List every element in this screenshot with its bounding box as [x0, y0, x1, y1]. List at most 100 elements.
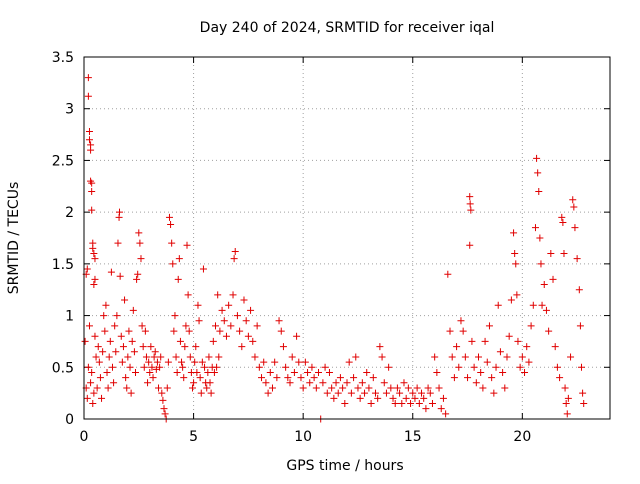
data-point-marker — [376, 343, 384, 351]
data-point-marker — [547, 250, 555, 258]
data-point-marker — [133, 275, 141, 283]
data-point-marker — [356, 394, 364, 402]
data-point-marker — [537, 260, 545, 268]
data-point-marker — [253, 322, 261, 330]
data-point-marker — [91, 255, 99, 263]
data-point-marker — [564, 394, 572, 402]
data-point-marker — [343, 379, 351, 387]
data-point-marker — [196, 374, 204, 382]
data-point-marker — [319, 379, 327, 387]
data-point-marker — [527, 322, 535, 330]
data-point-marker — [507, 296, 515, 304]
data-point-marker — [387, 384, 395, 392]
data-point-marker — [562, 399, 570, 407]
data-point-marker — [142, 353, 150, 361]
data-point-marker — [153, 358, 161, 366]
data-point-marker — [398, 399, 406, 407]
data-point-marker — [197, 389, 205, 397]
data-point-marker — [216, 327, 224, 335]
x-tick-label: 5 — [189, 429, 198, 445]
data-point-marker — [201, 363, 209, 371]
data-point-marker — [173, 368, 181, 376]
data-point-marker — [569, 196, 577, 204]
data-point-marker — [464, 374, 472, 382]
data-point-marker — [435, 384, 443, 392]
data-point-marker — [402, 394, 410, 402]
data-point-marker — [496, 348, 504, 356]
data-point-marker — [518, 353, 526, 361]
data-point-marker — [308, 363, 316, 371]
data-point-marker — [100, 312, 108, 320]
data-point-marker — [203, 384, 211, 392]
data-point-marker — [457, 317, 465, 325]
data-point-marker — [262, 379, 270, 387]
data-point-marker — [183, 241, 191, 249]
data-point-marker — [107, 268, 115, 276]
data-point-marker — [516, 363, 524, 371]
x-tick-label: 0 — [80, 429, 89, 445]
data-point-marker — [391, 399, 399, 407]
data-point-marker — [176, 337, 184, 345]
axis-layer: 0 0.5 1 1.5 2 2.5 3 3.5 0 5 10 15 20 — [52, 50, 610, 445]
data-point-marker — [369, 374, 377, 382]
data-point-marker — [137, 255, 145, 263]
data-point-marker — [273, 374, 281, 382]
data-point-marker — [466, 241, 474, 249]
data-point-marker — [159, 396, 167, 404]
data-point-marker — [534, 169, 542, 177]
data-point-marker — [468, 337, 476, 345]
data-point-marker — [284, 374, 292, 382]
data-point-marker — [330, 394, 338, 402]
data-point-marker — [93, 384, 101, 392]
data-point-marker — [535, 187, 543, 195]
data-point-marker — [157, 353, 165, 361]
data-point-marker — [129, 306, 137, 314]
data-point-marker — [111, 322, 119, 330]
data-point-marker — [347, 389, 355, 397]
data-point-marker — [179, 363, 187, 371]
data-point-marker — [485, 322, 493, 330]
data-point-marker — [130, 348, 138, 356]
data-point-marker — [249, 337, 257, 345]
data-point-marker — [220, 317, 228, 325]
data-point-marker — [290, 368, 298, 376]
data-point-marker — [470, 363, 478, 371]
data-point-marker — [542, 306, 550, 314]
data-point-marker — [101, 327, 109, 335]
data-point-marker — [282, 363, 290, 371]
x-tick-label: 10 — [294, 429, 312, 445]
data-point-marker — [545, 327, 553, 335]
data-point-marker — [580, 399, 588, 407]
data-point-marker — [409, 389, 417, 397]
data-point-marker — [167, 221, 175, 229]
data-point-marker — [413, 384, 421, 392]
data-point-marker — [92, 353, 100, 361]
data-point-marker — [336, 374, 344, 382]
data-point-marker — [288, 353, 296, 361]
data-point-marker — [573, 255, 581, 263]
data-point-marker — [206, 379, 214, 387]
data-point-marker — [358, 379, 366, 387]
data-point-marker — [195, 317, 203, 325]
grid-layer — [84, 57, 610, 419]
data-point-marker — [124, 353, 132, 361]
data-point-marker — [559, 218, 567, 226]
data-point-marker — [293, 332, 301, 340]
data-point-marker — [389, 394, 397, 402]
data-point-marker — [512, 260, 520, 268]
data-point-marker — [426, 389, 434, 397]
data-point-marker — [567, 353, 575, 361]
data-point-marker — [361, 389, 369, 397]
data-point-marker — [122, 374, 130, 382]
data-point-marker — [213, 363, 221, 371]
data-point-marker — [483, 358, 491, 366]
data-point-marker — [90, 389, 98, 397]
data-point-marker — [275, 317, 283, 325]
data-point-marker — [110, 379, 118, 387]
data-point-marker — [325, 368, 333, 376]
y-tick-label: 2.5 — [52, 153, 74, 169]
data-point-marker — [146, 368, 154, 376]
data-point-marker — [191, 358, 199, 366]
data-point-marker — [84, 92, 92, 100]
data-point-marker — [301, 358, 309, 366]
